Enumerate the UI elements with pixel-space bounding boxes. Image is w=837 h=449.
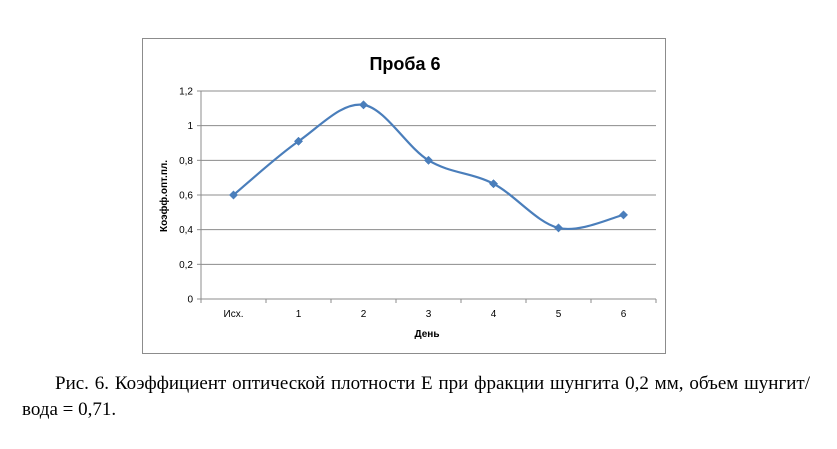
data-point-marker (423, 155, 434, 165)
y-tick-labels: 0 0,2 0,4 0,6 0,8 1 1,2 (179, 87, 193, 306)
y-tick-label: 0,8 (179, 156, 193, 167)
data-point-marker (293, 136, 304, 146)
data-point-marker (228, 190, 239, 200)
y-tick-label: 0,4 (179, 225, 193, 236)
x-tick-label: 4 (491, 309, 497, 320)
data-point-marker (618, 210, 629, 220)
chart-container: Проба 6 0 0,2 0,4 0,6 0,8 1 1,2 Исх. 1 2 3 4 5 6 Ден… (142, 38, 666, 354)
gridlines (201, 90, 656, 265)
figure-caption: Рис. 6. Коэффициент оптической плотности… (22, 373, 810, 420)
y-tick-label: 0 (187, 295, 193, 306)
x-tick-label: 1 (296, 309, 302, 320)
y-tick-label: 1,2 (179, 87, 193, 98)
y-axis-label: Коэфф.опт.пл. (158, 160, 170, 232)
y-tick-label: 1 (187, 121, 193, 132)
data-points (228, 100, 629, 233)
data-point-marker (488, 179, 499, 189)
series-line (232, 103, 624, 231)
y-tick-label: 0,2 (179, 260, 193, 271)
axes (197, 90, 657, 303)
x-tick-label: Исх. (224, 309, 244, 320)
x-tick-label: 6 (621, 309, 627, 320)
x-tick-label: 3 (426, 309, 432, 320)
y-tick-label: 0,6 (179, 191, 193, 202)
chart-title: Проба 6 (369, 54, 440, 74)
x-tick-labels: Исх. 1 2 3 4 5 6 (224, 309, 627, 320)
data-point-marker (358, 100, 369, 110)
x-tick-label: 5 (556, 309, 562, 320)
data-point-marker (553, 223, 564, 233)
x-axis-label: День (415, 329, 440, 340)
line-chart: Проба 6 0 0,2 0,4 0,6 0,8 1 1,2 Исх. 1 2 3 4 5 6 Ден… (158, 54, 657, 340)
x-tick-label: 2 (361, 309, 367, 320)
